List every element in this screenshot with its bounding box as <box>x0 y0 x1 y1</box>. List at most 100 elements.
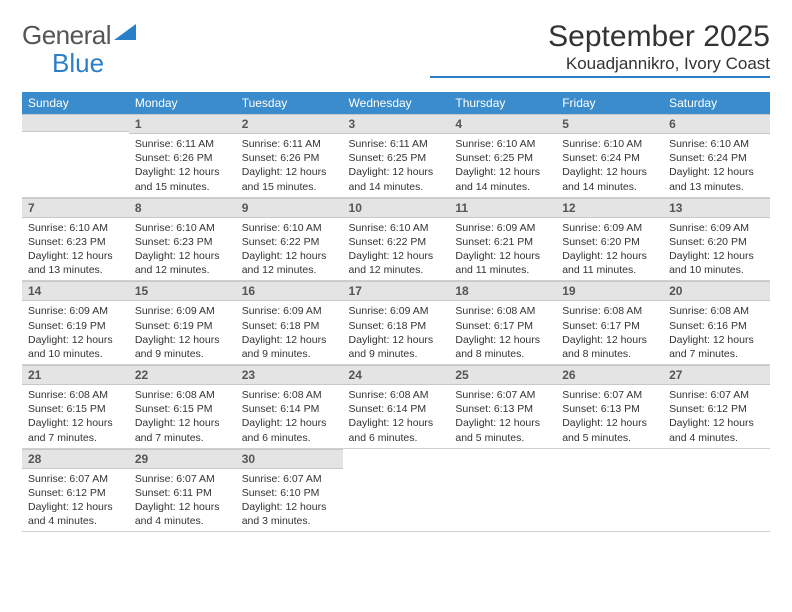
calendar-cell <box>22 114 129 197</box>
day-number: 2 <box>236 114 343 134</box>
calendar-cell: 5Sunrise: 6:10 AMSunset: 6:24 PMDaylight… <box>556 114 663 197</box>
day-details: Sunrise: 6:08 AMSunset: 6:14 PMDaylight:… <box>236 385 343 448</box>
calendar-cell: 30Sunrise: 6:07 AMSunset: 6:10 PMDayligh… <box>236 448 343 532</box>
calendar-table: SundayMondayTuesdayWednesdayThursdayFrid… <box>22 92 770 532</box>
title-block: September 2025 Kouadjannikro, Ivory Coas… <box>430 20 770 78</box>
day-number: 25 <box>449 365 556 385</box>
location: Kouadjannikro, Ivory Coast <box>430 54 770 78</box>
weekday-header: Monday <box>129 92 236 114</box>
calendar-cell: 3Sunrise: 6:11 AMSunset: 6:25 PMDaylight… <box>343 114 450 197</box>
day-details: Sunrise: 6:10 AMSunset: 6:25 PMDaylight:… <box>449 134 556 197</box>
day-number: 29 <box>129 449 236 469</box>
calendar-cell: 16Sunrise: 6:09 AMSunset: 6:18 PMDayligh… <box>236 281 343 365</box>
day-details: Sunrise: 6:08 AMSunset: 6:14 PMDaylight:… <box>343 385 450 448</box>
calendar-cell: 20Sunrise: 6:08 AMSunset: 6:16 PMDayligh… <box>663 281 770 365</box>
calendar-row: 1Sunrise: 6:11 AMSunset: 6:26 PMDaylight… <box>22 114 770 197</box>
day-details: Sunrise: 6:10 AMSunset: 6:22 PMDaylight:… <box>236 218 343 281</box>
day-details: Sunrise: 6:07 AMSunset: 6:13 PMDaylight:… <box>449 385 556 448</box>
day-details: Sunrise: 6:08 AMSunset: 6:17 PMDaylight:… <box>556 301 663 364</box>
day-details: Sunrise: 6:09 AMSunset: 6:21 PMDaylight:… <box>449 218 556 281</box>
day-number: 19 <box>556 281 663 301</box>
day-details: Sunrise: 6:07 AMSunset: 6:12 PMDaylight:… <box>22 469 129 532</box>
daynum-empty <box>22 114 129 132</box>
weekday-header: Wednesday <box>343 92 450 114</box>
logo-triangle-icon <box>114 22 136 49</box>
day-number: 15 <box>129 281 236 301</box>
day-details: Sunrise: 6:08 AMSunset: 6:17 PMDaylight:… <box>449 301 556 364</box>
day-number: 11 <box>449 198 556 218</box>
day-number: 7 <box>22 198 129 218</box>
calendar-cell <box>556 448 663 532</box>
calendar-row: 14Sunrise: 6:09 AMSunset: 6:19 PMDayligh… <box>22 281 770 365</box>
day-details: Sunrise: 6:07 AMSunset: 6:10 PMDaylight:… <box>236 469 343 532</box>
calendar-cell: 14Sunrise: 6:09 AMSunset: 6:19 PMDayligh… <box>22 281 129 365</box>
calendar-body: 1Sunrise: 6:11 AMSunset: 6:26 PMDaylight… <box>22 114 770 532</box>
day-number: 6 <box>663 114 770 134</box>
day-number: 22 <box>129 365 236 385</box>
weekday-header: Saturday <box>663 92 770 114</box>
header: General September 2025 Kouadjannikro, Iv… <box>22 20 770 78</box>
day-details: Sunrise: 6:09 AMSunset: 6:18 PMDaylight:… <box>343 301 450 364</box>
day-number: 28 <box>22 449 129 469</box>
calendar-cell: 29Sunrise: 6:07 AMSunset: 6:11 PMDayligh… <box>129 448 236 532</box>
day-number: 18 <box>449 281 556 301</box>
calendar-cell: 12Sunrise: 6:09 AMSunset: 6:20 PMDayligh… <box>556 197 663 281</box>
day-number: 21 <box>22 365 129 385</box>
day-number: 12 <box>556 198 663 218</box>
day-details: Sunrise: 6:08 AMSunset: 6:15 PMDaylight:… <box>129 385 236 448</box>
day-number: 8 <box>129 198 236 218</box>
day-number: 23 <box>236 365 343 385</box>
calendar-cell: 26Sunrise: 6:07 AMSunset: 6:13 PMDayligh… <box>556 365 663 449</box>
day-details: Sunrise: 6:11 AMSunset: 6:26 PMDaylight:… <box>236 134 343 197</box>
calendar-cell: 19Sunrise: 6:08 AMSunset: 6:17 PMDayligh… <box>556 281 663 365</box>
calendar-row: 21Sunrise: 6:08 AMSunset: 6:15 PMDayligh… <box>22 365 770 449</box>
calendar-cell: 23Sunrise: 6:08 AMSunset: 6:14 PMDayligh… <box>236 365 343 449</box>
day-details: Sunrise: 6:09 AMSunset: 6:20 PMDaylight:… <box>663 218 770 281</box>
weekday-header: Sunday <box>22 92 129 114</box>
day-details: Sunrise: 6:09 AMSunset: 6:20 PMDaylight:… <box>556 218 663 281</box>
day-number: 16 <box>236 281 343 301</box>
calendar-cell: 22Sunrise: 6:08 AMSunset: 6:15 PMDayligh… <box>129 365 236 449</box>
day-number: 9 <box>236 198 343 218</box>
calendar-cell: 9Sunrise: 6:10 AMSunset: 6:22 PMDaylight… <box>236 197 343 281</box>
day-number: 1 <box>129 114 236 134</box>
day-number: 5 <box>556 114 663 134</box>
calendar-cell: 1Sunrise: 6:11 AMSunset: 6:26 PMDaylight… <box>129 114 236 197</box>
calendar-row: 7Sunrise: 6:10 AMSunset: 6:23 PMDaylight… <box>22 197 770 281</box>
calendar-cell: 7Sunrise: 6:10 AMSunset: 6:23 PMDaylight… <box>22 197 129 281</box>
calendar-row: 28Sunrise: 6:07 AMSunset: 6:12 PMDayligh… <box>22 448 770 532</box>
calendar-cell: 2Sunrise: 6:11 AMSunset: 6:26 PMDaylight… <box>236 114 343 197</box>
weekday-header: Friday <box>556 92 663 114</box>
day-number: 4 <box>449 114 556 134</box>
calendar-cell: 27Sunrise: 6:07 AMSunset: 6:12 PMDayligh… <box>663 365 770 449</box>
calendar-cell: 8Sunrise: 6:10 AMSunset: 6:23 PMDaylight… <box>129 197 236 281</box>
day-details: Sunrise: 6:08 AMSunset: 6:16 PMDaylight:… <box>663 301 770 364</box>
calendar-cell: 21Sunrise: 6:08 AMSunset: 6:15 PMDayligh… <box>22 365 129 449</box>
calendar-cell: 28Sunrise: 6:07 AMSunset: 6:12 PMDayligh… <box>22 448 129 532</box>
day-details: Sunrise: 6:11 AMSunset: 6:26 PMDaylight:… <box>129 134 236 197</box>
day-details: Sunrise: 6:10 AMSunset: 6:23 PMDaylight:… <box>22 218 129 281</box>
day-details: Sunrise: 6:07 AMSunset: 6:11 PMDaylight:… <box>129 469 236 532</box>
calendar-cell <box>663 448 770 532</box>
day-details: Sunrise: 6:09 AMSunset: 6:19 PMDaylight:… <box>22 301 129 364</box>
day-details: Sunrise: 6:09 AMSunset: 6:18 PMDaylight:… <box>236 301 343 364</box>
calendar-cell: 24Sunrise: 6:08 AMSunset: 6:14 PMDayligh… <box>343 365 450 449</box>
logo: General <box>22 20 138 51</box>
calendar-cell <box>343 448 450 532</box>
day-details: Sunrise: 6:10 AMSunset: 6:23 PMDaylight:… <box>129 218 236 281</box>
day-number: 10 <box>343 198 450 218</box>
day-details: Sunrise: 6:10 AMSunset: 6:24 PMDaylight:… <box>556 134 663 197</box>
calendar-cell <box>449 448 556 532</box>
calendar-cell: 17Sunrise: 6:09 AMSunset: 6:18 PMDayligh… <box>343 281 450 365</box>
weekday-header: Thursday <box>449 92 556 114</box>
day-number: 30 <box>236 449 343 469</box>
logo-text-blue: Blue <box>52 48 104 79</box>
day-number: 20 <box>663 281 770 301</box>
calendar-cell: 25Sunrise: 6:07 AMSunset: 6:13 PMDayligh… <box>449 365 556 449</box>
calendar-cell: 4Sunrise: 6:10 AMSunset: 6:25 PMDaylight… <box>449 114 556 197</box>
day-details: Sunrise: 6:10 AMSunset: 6:24 PMDaylight:… <box>663 134 770 197</box>
day-details: Sunrise: 6:09 AMSunset: 6:19 PMDaylight:… <box>129 301 236 364</box>
calendar-cell: 11Sunrise: 6:09 AMSunset: 6:21 PMDayligh… <box>449 197 556 281</box>
day-details: Sunrise: 6:11 AMSunset: 6:25 PMDaylight:… <box>343 134 450 197</box>
day-number: 14 <box>22 281 129 301</box>
